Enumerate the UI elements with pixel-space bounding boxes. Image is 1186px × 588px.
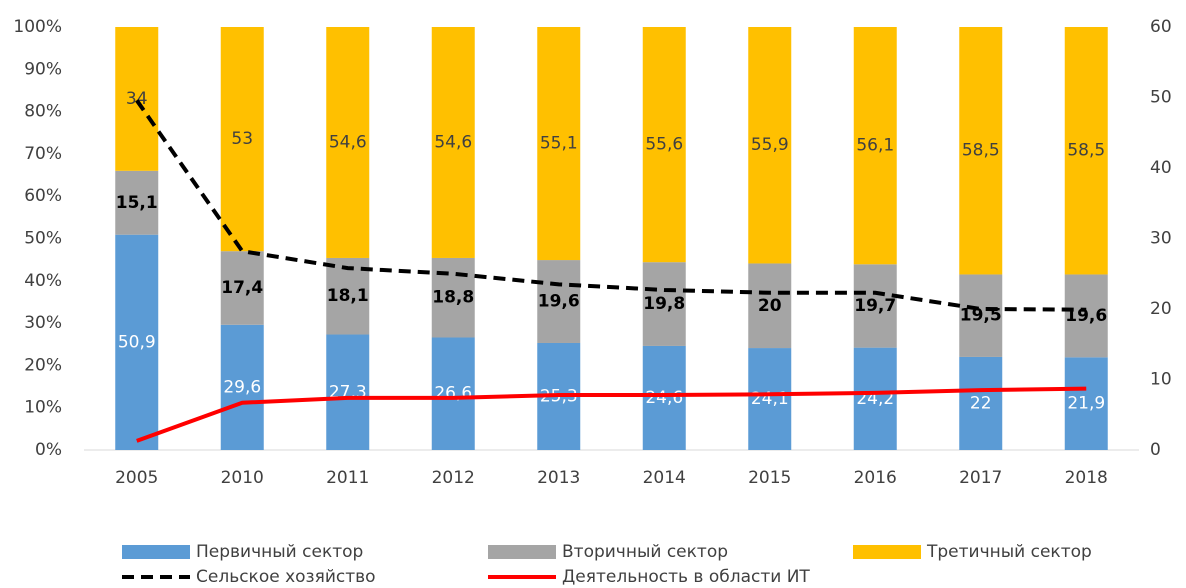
y-tick-label: 10% [24, 398, 62, 418]
bar-segment [431, 27, 475, 258]
bar-segment [537, 27, 581, 261]
legend-label: Сельское хозяйство [196, 567, 376, 587]
y2-tick-label: 40 [1150, 158, 1172, 178]
bar-segment [959, 356, 1003, 450]
data-label: 58,5 [962, 141, 1000, 161]
bar-segment [642, 27, 686, 263]
bar-segment [748, 348, 792, 450]
data-label: 26,6 [434, 384, 472, 404]
bar-segment [326, 27, 370, 258]
data-label: 18,1 [327, 286, 369, 306]
data-label: 58,5 [1067, 141, 1105, 161]
y-tick-label: 30% [24, 313, 62, 333]
x-tick-label: 2005 [115, 468, 158, 488]
y2-tick-label: 50 [1150, 88, 1172, 108]
x-tick-label: 2015 [748, 468, 791, 488]
bar-segment [115, 170, 159, 235]
bar-segment [220, 324, 264, 450]
legend-swatch [853, 545, 921, 559]
data-label: 56,1 [856, 136, 894, 156]
data-label: 15,1 [116, 193, 158, 213]
x-tick-label: 2011 [326, 468, 369, 488]
data-label: 19,7 [854, 296, 896, 316]
data-label: 20 [758, 296, 782, 316]
bar-segment [1064, 274, 1108, 358]
bar-segment [748, 27, 792, 264]
y-tick-label: 20% [24, 355, 62, 375]
y-tick-label: 100% [13, 17, 62, 37]
y2-tick-label: 10 [1150, 370, 1172, 390]
bar-segment [1064, 27, 1108, 275]
bar-segment [220, 251, 264, 325]
x-tick-label: 2018 [1065, 468, 1108, 488]
bar-segment [115, 27, 159, 171]
bar-segment [853, 27, 897, 265]
bar-segment [853, 347, 897, 450]
y-tick-label: 40% [24, 271, 62, 291]
legend-label: Третичный сектор [926, 542, 1092, 562]
bar-segment [853, 264, 897, 348]
x-tick-label: 2017 [959, 468, 1002, 488]
bar-segment [748, 263, 792, 349]
y2-tick-label: 30 [1150, 229, 1172, 249]
line-series [135, 99, 1087, 312]
x-tick-label: 2014 [643, 468, 686, 488]
data-label: 19,8 [643, 294, 685, 314]
legend-swatch [488, 545, 556, 559]
bar-segment [959, 274, 1003, 357]
data-label: 24,1 [751, 389, 789, 409]
bar-segment [537, 260, 581, 343]
data-label: 54,6 [329, 132, 367, 152]
bar-segment [642, 262, 686, 346]
data-label: 21,9 [1067, 394, 1105, 414]
y2-tick-label: 20 [1150, 299, 1172, 319]
data-label: 18,8 [432, 288, 474, 308]
data-label: 29,6 [223, 377, 261, 397]
data-label: 55,6 [645, 135, 683, 155]
x-tick-label: 2010 [221, 468, 264, 488]
bar-segment [431, 337, 475, 450]
data-label: 17,4 [221, 278, 263, 298]
data-label: 50,9 [118, 332, 156, 352]
data-label: 24,6 [645, 388, 683, 408]
data-label: 34 [126, 89, 148, 109]
legend-label: Деятельность в области ИТ [562, 567, 810, 587]
bar-segment [326, 334, 370, 450]
bar-segment [1064, 357, 1108, 450]
bar-segment [115, 234, 159, 450]
data-label: 19,6 [1065, 306, 1107, 326]
legend-swatch [122, 545, 190, 559]
y2-tick-label: 60 [1150, 17, 1172, 37]
data-label: 54,6 [434, 132, 472, 152]
x-tick-label: 2016 [854, 468, 897, 488]
y-tick-label: 60% [24, 186, 62, 206]
bar-segment [642, 345, 686, 450]
legend-label: Первичный сектор [196, 542, 363, 562]
data-label: 19,6 [538, 292, 580, 312]
data-label: 22 [970, 393, 992, 413]
y-tick-label: 50% [24, 229, 62, 249]
data-label: 55,9 [751, 135, 789, 155]
y-tick-label: 80% [24, 102, 62, 122]
x-tick-label: 2013 [537, 468, 580, 488]
y2-tick-label: 0 [1150, 440, 1161, 460]
y-tick-label: 70% [24, 144, 62, 164]
y-tick-label: 90% [24, 59, 62, 79]
bar-segment [220, 27, 264, 252]
line-series [136, 386, 1087, 443]
data-label: 53 [231, 129, 253, 149]
data-label: 55,1 [540, 134, 578, 154]
legend-label: Вторичный сектор [562, 542, 728, 562]
y-tick-label: 0% [35, 440, 62, 460]
bar-segment [959, 27, 1003, 275]
x-tick-label: 2012 [432, 468, 475, 488]
